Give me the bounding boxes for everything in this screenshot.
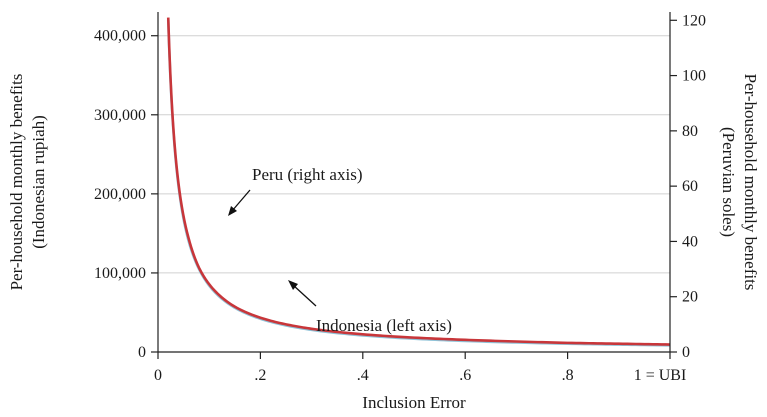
left-y-tick-label: 300,000 xyxy=(94,107,146,124)
series-line-indonesia xyxy=(166,19,671,347)
annotations: Peru (right axis) Indonesia (left axis) xyxy=(228,165,452,335)
x-axis-label: Inclusion Error xyxy=(362,393,466,412)
right-y-tick-label: 100 xyxy=(682,68,706,85)
right-y-axis-label-line2: (Peruvian soles) xyxy=(719,127,738,237)
peru-arrowhead xyxy=(228,206,237,216)
x-tick-label: .4 xyxy=(357,367,369,384)
x-tick-label: .2 xyxy=(254,367,266,384)
x-tick-label: .8 xyxy=(562,367,574,384)
left-y-axis-label-line1: Per-household monthly benefits xyxy=(7,74,26,291)
indonesia-arrow xyxy=(292,284,317,307)
left-y-tick-label: 400,000 xyxy=(94,28,146,45)
right-y-tick-label: 120 xyxy=(682,12,706,29)
right-y-tick-label: 80 xyxy=(682,123,698,140)
series-line-peru xyxy=(166,17,671,346)
left-y-axis-label-line2: (Indonesian rupiah) xyxy=(29,115,48,249)
left-y-tick-label: 100,000 xyxy=(94,265,146,282)
x-tick-label: 1 = UBI xyxy=(634,367,687,384)
gridlines xyxy=(158,35,670,274)
left-y-tick-label: 0 xyxy=(138,344,146,361)
left-y-tick-label: 200,000 xyxy=(94,186,146,203)
x-tick-label: .6 xyxy=(459,367,471,384)
right-y-tick-label: 60 xyxy=(682,178,698,195)
right-y-tick-label: 0 xyxy=(682,344,690,361)
ticks: 0 100,000 200,000 300,000 400,000 0 20 40 60 80 10… xyxy=(94,12,706,384)
series-lines xyxy=(166,17,671,347)
x-tick-label: 0 xyxy=(154,367,162,384)
right-y-tick-label: 40 xyxy=(682,233,698,250)
right-y-tick-label: 20 xyxy=(682,289,698,306)
peru-annotation: Peru (right axis) xyxy=(252,165,362,184)
indonesia-annotation: Indonesia (left axis) xyxy=(316,316,452,335)
right-y-axis-label-line1: Per-household monthly benefits xyxy=(741,74,760,291)
indonesia-arrowhead xyxy=(288,280,298,290)
peru-arrow xyxy=(231,189,251,212)
